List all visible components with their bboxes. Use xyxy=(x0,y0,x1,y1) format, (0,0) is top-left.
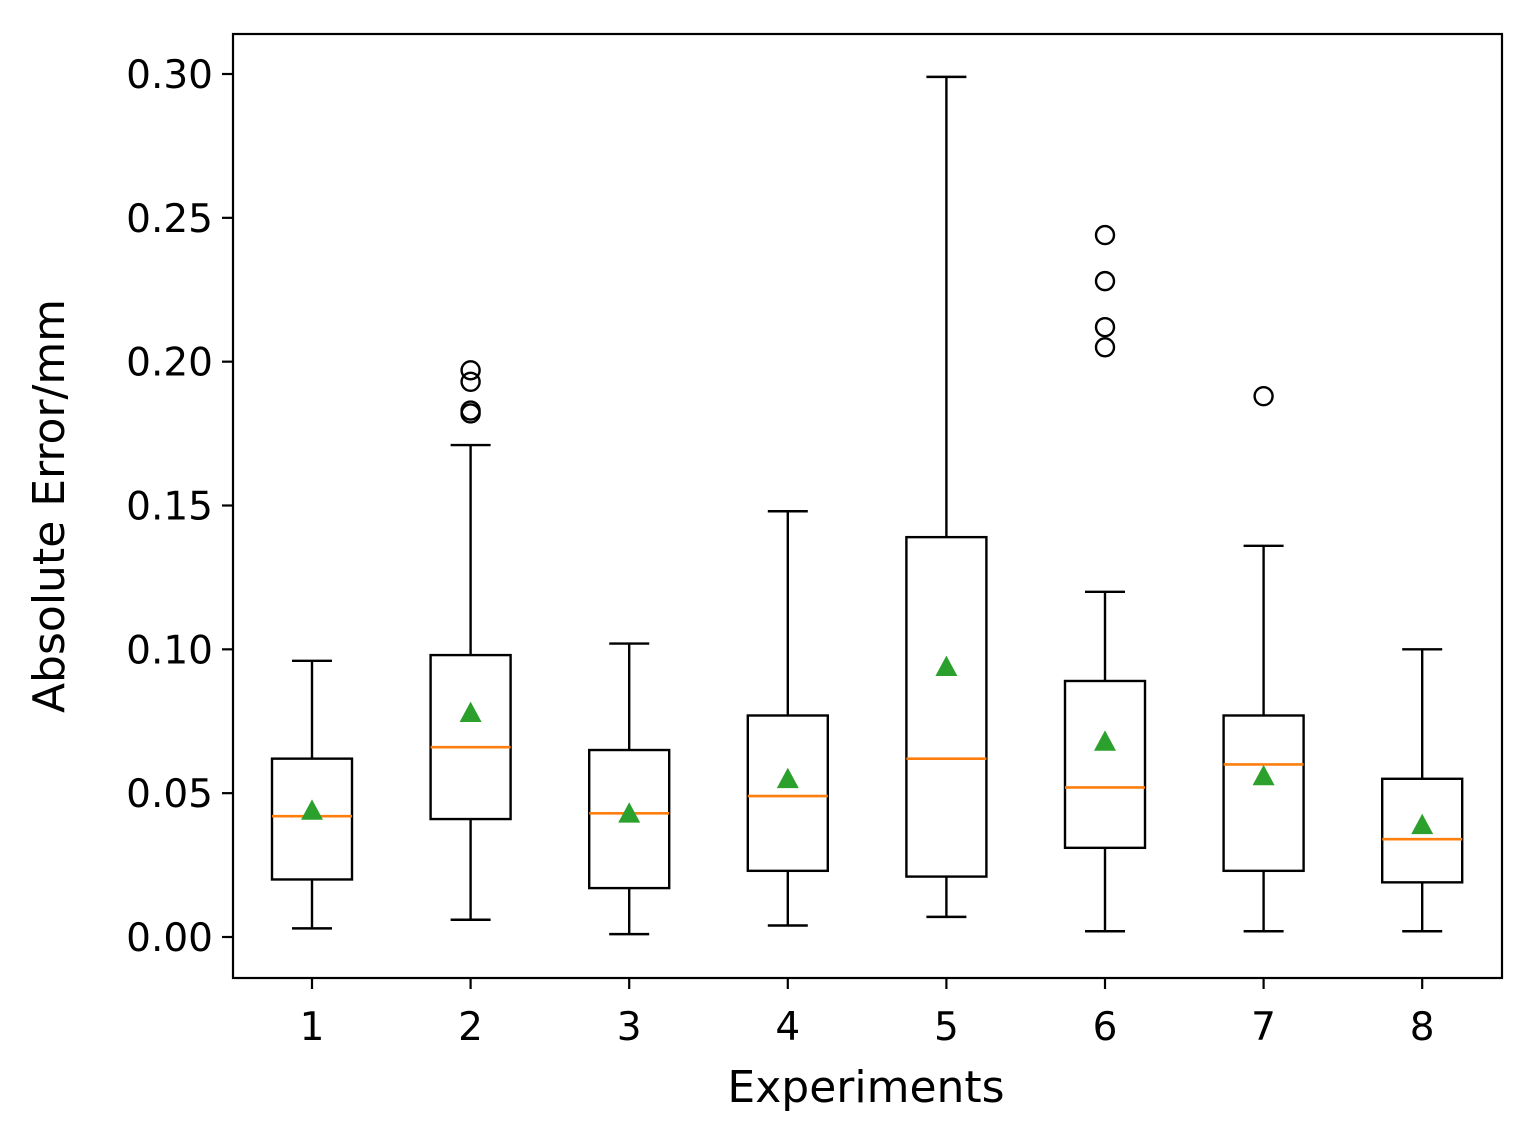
outlier-point xyxy=(460,400,481,421)
x-tick-label: 7 xyxy=(1251,1005,1276,1050)
x-tick-label: 4 xyxy=(775,1005,800,1050)
box-group-1 xyxy=(270,659,354,930)
iqr-box xyxy=(1222,714,1305,873)
box-group-5 xyxy=(905,75,988,919)
mean-marker xyxy=(618,802,641,823)
box-group-2 xyxy=(429,360,512,921)
box-group-6 xyxy=(1063,224,1147,933)
y-tick-label: 0.10 xyxy=(126,628,213,673)
box-group-3 xyxy=(588,642,671,936)
mean-marker xyxy=(935,655,958,676)
iqr-box xyxy=(1063,679,1147,850)
iqr-box xyxy=(270,757,354,881)
outlier-point xyxy=(1253,385,1274,407)
x-tick-label: 2 xyxy=(458,1005,483,1050)
mean-marker xyxy=(459,701,482,722)
x-tick-label: 8 xyxy=(1410,1005,1435,1050)
box-group-4 xyxy=(746,510,829,927)
outlier-point xyxy=(460,371,481,393)
outlier-point xyxy=(1094,224,1116,246)
y-tick-label: 0.05 xyxy=(126,772,213,817)
iqr-box xyxy=(588,748,671,890)
mean-marker xyxy=(1252,764,1275,786)
box-group-8 xyxy=(1380,648,1464,933)
axes-layer: 0.00 0.05 0.10 0.15 0.20 0.25 0.30 1 2 3 4 5 6 7 8 xyxy=(126,32,1504,1050)
y-tick-label: 0.30 xyxy=(126,53,213,98)
iqr-box xyxy=(905,535,988,878)
mean-marker xyxy=(1411,813,1434,835)
x-axis-label: Experiments xyxy=(727,1062,1004,1113)
outlier-point xyxy=(1094,316,1116,338)
mean-marker xyxy=(301,799,323,820)
y-tick-label: 0.00 xyxy=(126,916,213,961)
boxes-layer xyxy=(270,75,1464,936)
y-tick-label: 0.15 xyxy=(126,485,213,530)
outlier-point xyxy=(460,360,481,381)
y-tick-label: 0.20 xyxy=(126,341,213,386)
x-tick-label: 1 xyxy=(300,1005,325,1050)
y-tick-label: 0.25 xyxy=(126,197,213,242)
x-tick-label: 5 xyxy=(934,1005,959,1050)
y-axis-label: Absolute Error/mm xyxy=(24,299,75,713)
mean-marker xyxy=(776,767,799,789)
iqr-box xyxy=(746,714,829,873)
plot-frame xyxy=(231,32,1504,980)
iqr-box xyxy=(1380,777,1464,884)
iqr-box xyxy=(429,653,512,821)
box-group-7 xyxy=(1222,385,1305,933)
x-tick-label: 6 xyxy=(1093,1005,1118,1050)
mean-marker xyxy=(1094,730,1116,751)
outlier-point xyxy=(1094,270,1116,292)
x-tick-label: 3 xyxy=(617,1005,642,1050)
outlier-point xyxy=(1094,337,1116,358)
